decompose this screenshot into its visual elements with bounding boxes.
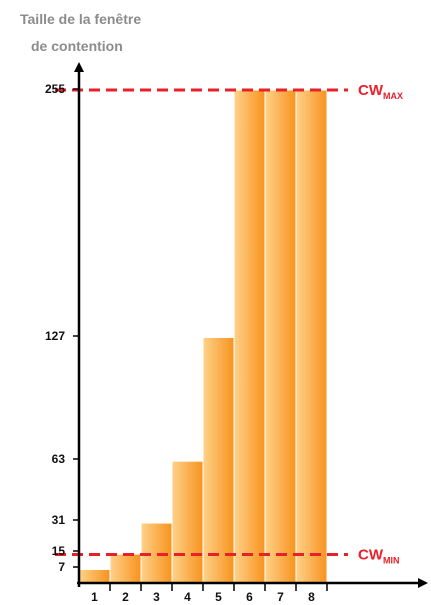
chart-title-line-1: Taille de la fenêtre xyxy=(20,11,141,27)
x-tick-label-7: 7 xyxy=(277,590,284,604)
x-tick-label-6: 6 xyxy=(246,590,253,604)
y-tick-label-31: 31 xyxy=(52,513,66,527)
axes-group xyxy=(74,62,428,588)
x-tick-label-2: 2 xyxy=(122,590,129,604)
x-tick-label-4: 4 xyxy=(184,590,191,604)
y-axis-ticks: 7 15 31 63 127 255 xyxy=(45,82,79,574)
reference-label-min: CWMIN xyxy=(358,546,400,565)
bar-5 xyxy=(202,336,235,584)
bar-1 xyxy=(78,568,111,584)
reference-lines-group: CWMAX CWMIN xyxy=(55,82,403,565)
bar-7 xyxy=(264,89,297,584)
y-axis-arrow xyxy=(74,62,84,72)
bar-6 xyxy=(233,89,266,584)
y-tick-label-15: 15 xyxy=(52,544,66,558)
x-tick-label-8: 8 xyxy=(308,590,315,604)
x-axis-ticks: 1 2 3 4 5 6 7 8 xyxy=(91,583,328,604)
x-tick-label-3: 3 xyxy=(153,590,160,604)
bar-8 xyxy=(295,89,328,584)
bar-2 xyxy=(109,553,142,584)
bar-4 xyxy=(171,460,204,584)
x-tick-label-5: 5 xyxy=(215,590,222,604)
x-axis-arrow xyxy=(418,578,428,588)
reference-label-max: CWMAX xyxy=(358,82,403,101)
y-tick-label-255: 255 xyxy=(45,82,65,96)
chart-title-line-2: de contention xyxy=(31,38,123,54)
bars-group xyxy=(78,89,328,584)
y-tick-label-127: 127 xyxy=(45,329,65,343)
y-tick-label-7: 7 xyxy=(58,560,65,574)
y-tick-label-63: 63 xyxy=(52,452,66,466)
x-tick-label-1: 1 xyxy=(91,590,98,604)
